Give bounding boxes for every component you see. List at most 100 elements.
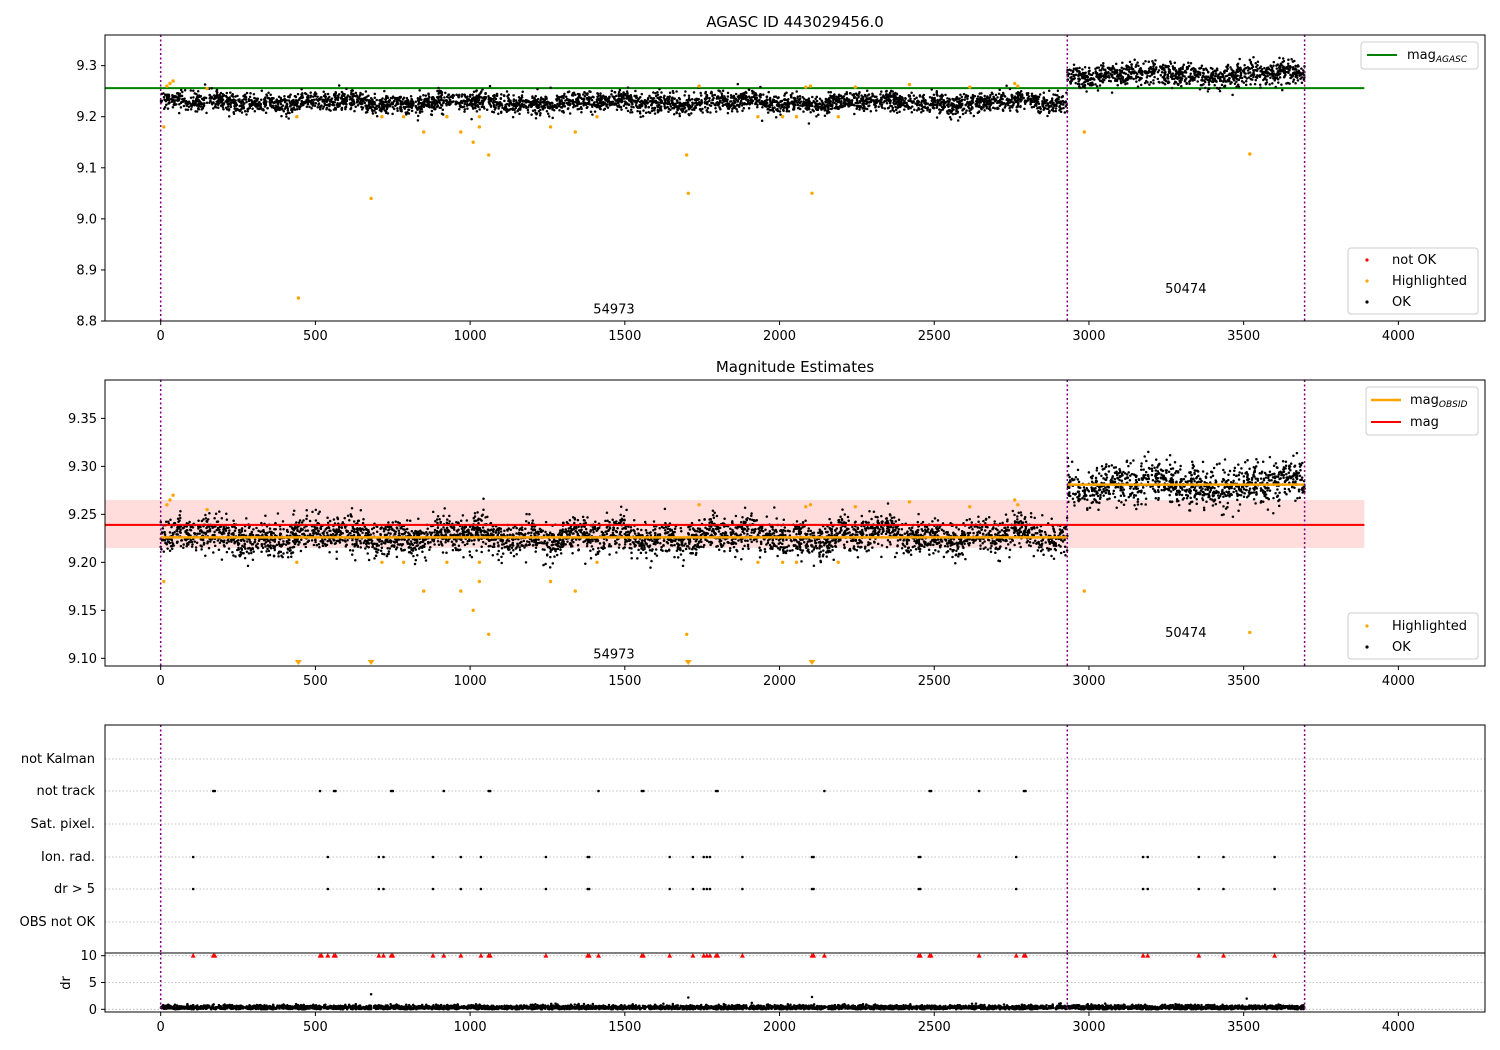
- ok-point: [533, 103, 537, 106]
- ok-point: [451, 93, 455, 97]
- ok-point: [541, 101, 544, 104]
- ok-point: [653, 106, 657, 110]
- ok-point: [1155, 66, 1158, 69]
- ok-point: [840, 99, 843, 103]
- ok-point: [922, 93, 926, 97]
- ok-point: [1121, 61, 1124, 64]
- ok-point: [823, 114, 827, 117]
- ok-point: [658, 88, 661, 91]
- ok-point: [1181, 67, 1184, 71]
- ok-point: [203, 83, 207, 86]
- ok-point: [926, 109, 929, 112]
- ok-point: [546, 112, 550, 115]
- ok-point: [521, 100, 525, 103]
- ok-point: [283, 94, 286, 98]
- ok-point: [1185, 81, 1188, 85]
- ok-point: [632, 105, 635, 109]
- highlighted-point: [810, 191, 814, 195]
- ok-point: [683, 102, 687, 105]
- ok-point: [292, 106, 295, 110]
- ok-point: [741, 93, 745, 96]
- ok-point: [537, 110, 541, 113]
- ok-point: [431, 100, 435, 104]
- ok-point: [227, 99, 230, 103]
- ok-point: [717, 89, 720, 92]
- ok-point: [1136, 61, 1139, 64]
- ok-point: [1042, 91, 1046, 95]
- ok-point: [245, 91, 249, 95]
- ok-point: [322, 90, 325, 94]
- ok-point: [754, 92, 757, 95]
- ok-point: [481, 100, 485, 104]
- ok-point: [439, 106, 442, 110]
- ok-point: [1223, 84, 1227, 88]
- ok-point: [494, 106, 497, 110]
- ok-point: [520, 94, 524, 97]
- ok-point: [308, 105, 311, 109]
- ok-point: [340, 94, 344, 98]
- ok-point: [966, 97, 969, 100]
- ok-point: [356, 99, 359, 103]
- ok-point: [515, 104, 519, 108]
- ok-point: [969, 103, 973, 106]
- ok-point: [845, 96, 849, 100]
- ok-point: [803, 101, 806, 104]
- ok-point: [699, 91, 702, 95]
- ok-point: [406, 110, 409, 114]
- ok-point: [440, 104, 444, 107]
- ok-point: [471, 99, 474, 102]
- ok-point: [700, 98, 703, 102]
- ok-point: [426, 102, 429, 106]
- highlighted-point: [697, 84, 701, 88]
- ok-point: [336, 98, 340, 102]
- ok-point: [1291, 74, 1295, 77]
- ok-point: [205, 101, 209, 104]
- ok-point: [918, 95, 922, 98]
- highlighted-point: [296, 296, 301, 300]
- ok-point: [297, 98, 300, 102]
- highlighted-point: [1013, 81, 1017, 86]
- ok-point: [162, 95, 166, 99]
- ok-point: [593, 101, 596, 104]
- ok-point: [848, 99, 851, 103]
- ok-point: [973, 94, 977, 98]
- ok-point: [1196, 80, 1199, 83]
- ok-point: [874, 104, 877, 107]
- ok-point: [1291, 80, 1295, 83]
- ok-point: [1099, 69, 1103, 72]
- ok-point: [327, 98, 330, 101]
- ok-point: [414, 111, 418, 114]
- ok-point: [558, 108, 561, 112]
- ok-point: [1143, 81, 1147, 85]
- ok-point: [910, 91, 913, 95]
- ok-point: [1252, 56, 1255, 59]
- ok-point: [782, 103, 786, 106]
- ok-point: [1070, 72, 1073, 76]
- ok-point: [1083, 65, 1087, 69]
- ok-point: [329, 109, 332, 112]
- ok-point: [1060, 107, 1063, 110]
- ok-point: [1160, 70, 1164, 74]
- ok-point: [626, 109, 630, 113]
- ok-point: [833, 101, 836, 105]
- ok-point: [396, 107, 399, 110]
- ok-point: [958, 115, 962, 119]
- ok-point: [457, 95, 460, 99]
- ok-point: [1226, 79, 1229, 83]
- ok-point: [754, 102, 757, 105]
- ok-point: [1072, 77, 1075, 81]
- ok-point: [282, 110, 286, 113]
- ok-point: [495, 92, 499, 96]
- ok-point: [204, 517, 208, 520]
- ok-point: [326, 92, 330, 96]
- ok-point: [879, 100, 883, 104]
- ok-point: [1215, 67, 1219, 70]
- ok-point: [300, 100, 304, 104]
- ok-point: [1095, 66, 1099, 70]
- ok-point: [980, 106, 983, 109]
- ok-point: [854, 96, 857, 99]
- ok-point: [612, 103, 616, 106]
- ok-point: [848, 91, 852, 95]
- ok-point: [926, 106, 930, 109]
- ok-point: [1163, 73, 1167, 76]
